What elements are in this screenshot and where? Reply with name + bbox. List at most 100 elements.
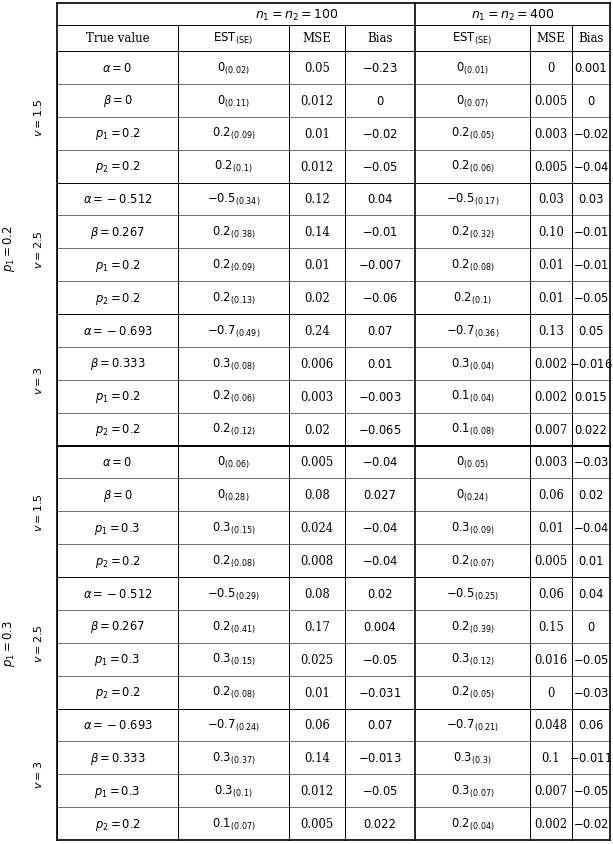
Text: 0.03: 0.03 xyxy=(578,193,604,206)
Text: $0.2_{(0.05)}$: $0.2_{(0.05)}$ xyxy=(451,684,495,701)
Text: $0.2_{(0.32)}$: $0.2_{(0.32)}$ xyxy=(451,225,495,241)
Text: $p_1 = 0.2$: $p_1 = 0.2$ xyxy=(95,257,140,273)
Text: $-0.05$: $-0.05$ xyxy=(362,160,398,173)
Text: 0.06: 0.06 xyxy=(538,587,564,600)
Text: $p_1 = 0.2$: $p_1 = 0.2$ xyxy=(95,126,140,142)
Text: $0.2_{(0.41)}$: $0.2_{(0.41)}$ xyxy=(211,619,256,635)
Text: 0.14: 0.14 xyxy=(304,226,330,239)
Text: $-0.016$: $-0.016$ xyxy=(569,357,613,371)
Text: 0.007: 0.007 xyxy=(535,423,568,436)
Text: $-0.5_{(0.17)}$: $-0.5_{(0.17)}$ xyxy=(446,192,499,208)
Text: $-0.5_{(0.25)}$: $-0.5_{(0.25)}$ xyxy=(446,586,499,602)
Text: $-0.04$: $-0.04$ xyxy=(362,555,398,567)
Text: $-0.05$: $-0.05$ xyxy=(573,653,609,666)
Text: 0.002: 0.002 xyxy=(535,390,568,403)
Text: 0.12: 0.12 xyxy=(304,193,330,206)
Text: $-0.04$: $-0.04$ xyxy=(362,522,398,534)
Text: $v = 2.5$: $v = 2.5$ xyxy=(31,624,44,663)
Text: $\alpha = -0.693$: $\alpha = -0.693$ xyxy=(83,718,153,732)
Text: 0.001: 0.001 xyxy=(575,62,607,75)
Text: 0.1: 0.1 xyxy=(542,751,560,765)
Text: $v = 2.5$: $v = 2.5$ xyxy=(31,230,44,268)
Text: 0.02: 0.02 xyxy=(367,587,393,600)
Text: EST$_{\mathrm{(SE)}}$: EST$_{\mathrm{(SE)}}$ xyxy=(452,30,493,47)
Text: $\beta = 0.333$: $\beta = 0.333$ xyxy=(89,750,145,766)
Text: $0.2_{(0.12)}$: $0.2_{(0.12)}$ xyxy=(211,421,256,438)
Text: MSE: MSE xyxy=(303,32,332,46)
Text: $p_2 = 0.2$: $p_2 = 0.2$ xyxy=(95,421,140,437)
Text: 0.24: 0.24 xyxy=(304,325,330,338)
Text: $-0.01$: $-0.01$ xyxy=(573,259,609,272)
Text: $-0.7_{(0.36)}$: $-0.7_{(0.36)}$ xyxy=(446,323,499,339)
Text: $-0.007$: $-0.007$ xyxy=(358,259,402,272)
Text: $\alpha = -0.512$: $\alpha = -0.512$ xyxy=(83,193,153,206)
Text: $0_{(0.07)}$: $0_{(0.07)}$ xyxy=(456,93,489,110)
Text: 0.02: 0.02 xyxy=(304,292,330,305)
Text: $-0.02$: $-0.02$ xyxy=(362,127,398,140)
Text: 0.003: 0.003 xyxy=(535,456,568,469)
Text: $p_2 = 0.2$: $p_2 = 0.2$ xyxy=(95,553,140,569)
Text: 0.016: 0.016 xyxy=(535,653,568,666)
Text: $-0.04$: $-0.04$ xyxy=(573,522,609,534)
Text: 0.01: 0.01 xyxy=(367,357,393,371)
Text: $p_2 = 0.2$: $p_2 = 0.2$ xyxy=(95,684,140,701)
Text: $0.3_{(0.15)}$: $0.3_{(0.15)}$ xyxy=(211,520,256,536)
Text: $-0.04$: $-0.04$ xyxy=(362,456,398,469)
Text: $p_1 = 0.3$: $p_1 = 0.3$ xyxy=(1,619,17,667)
Text: $-0.04$: $-0.04$ xyxy=(573,160,609,173)
Text: $0.3_{(0.37)}$: $0.3_{(0.37)}$ xyxy=(211,749,256,766)
Text: $0.3_{(0.09)}$: $0.3_{(0.09)}$ xyxy=(451,520,495,536)
Text: $0.3_{(0.1)}$: $0.3_{(0.1)}$ xyxy=(214,782,253,799)
Text: 0.012: 0.012 xyxy=(300,95,333,108)
Text: 0.08: 0.08 xyxy=(304,587,330,600)
Text: MSE: MSE xyxy=(536,32,565,46)
Text: 0: 0 xyxy=(376,95,384,108)
Text: $-0.7_{(0.49)}$: $-0.7_{(0.49)}$ xyxy=(207,323,261,339)
Text: $-0.02$: $-0.02$ xyxy=(573,817,609,830)
Text: $-0.23$: $-0.23$ xyxy=(362,62,398,75)
Text: $p_1 = 0.2$: $p_1 = 0.2$ xyxy=(95,389,140,405)
Text: $0_{(0.06)}$: $0_{(0.06)}$ xyxy=(217,454,250,471)
Text: $0_{(0.05)}$: $0_{(0.05)}$ xyxy=(456,454,489,471)
Text: 0.02: 0.02 xyxy=(304,423,330,436)
Text: $0.2_{(0.1)}$: $0.2_{(0.1)}$ xyxy=(214,159,253,175)
Text: 0.06: 0.06 xyxy=(578,718,604,732)
Text: Bias: Bias xyxy=(367,32,393,46)
Text: $0.2_{(0.1)}$: $0.2_{(0.1)}$ xyxy=(453,290,492,306)
Text: $p_2 = 0.2$: $p_2 = 0.2$ xyxy=(95,159,140,175)
Text: 0.07: 0.07 xyxy=(367,718,393,732)
Text: 0.07: 0.07 xyxy=(367,325,393,338)
Text: $p_2 = 0.2$: $p_2 = 0.2$ xyxy=(95,290,140,306)
Text: Bias: Bias xyxy=(578,32,604,46)
Text: 0.006: 0.006 xyxy=(300,357,333,371)
Text: $v = 1.5$: $v = 1.5$ xyxy=(31,492,44,531)
Text: $v = 3$: $v = 3$ xyxy=(31,760,44,788)
Text: 0.002: 0.002 xyxy=(535,817,568,830)
Text: $0.2_{(0.09)}$: $0.2_{(0.09)}$ xyxy=(211,257,256,273)
Text: $p_2 = 0.2$: $p_2 = 0.2$ xyxy=(95,815,140,831)
Text: $0.2_{(0.08)}$: $0.2_{(0.08)}$ xyxy=(451,257,495,273)
Text: $0.3_{(0.12)}$: $0.3_{(0.12)}$ xyxy=(451,652,495,668)
Text: $-0.01$: $-0.01$ xyxy=(573,226,609,239)
Text: 0.012: 0.012 xyxy=(300,784,333,798)
Text: $v = 1.5$: $v = 1.5$ xyxy=(31,98,44,137)
Text: $0.1_{(0.04)}$: $0.1_{(0.04)}$ xyxy=(451,388,495,405)
Text: $p_1 = 0.3$: $p_1 = 0.3$ xyxy=(94,520,140,536)
Text: 0.01: 0.01 xyxy=(538,259,564,272)
Text: $0.2_{(0.04)}$: $0.2_{(0.04)}$ xyxy=(451,815,495,832)
Text: $-0.011$: $-0.011$ xyxy=(569,751,613,765)
Text: $\beta = 0.333$: $\beta = 0.333$ xyxy=(89,356,145,372)
Text: 0.022: 0.022 xyxy=(574,423,607,436)
Text: $-0.06$: $-0.06$ xyxy=(362,292,398,305)
Text: 0.10: 0.10 xyxy=(538,226,564,239)
Text: $0.1_{(0.07)}$: $0.1_{(0.07)}$ xyxy=(211,815,256,832)
Text: $\alpha = -0.512$: $\alpha = -0.512$ xyxy=(83,587,153,600)
Text: $-0.05$: $-0.05$ xyxy=(573,292,609,305)
Text: EST$_{\mathrm{(SE)}}$: EST$_{\mathrm{(SE)}}$ xyxy=(213,30,254,47)
Text: 0.002: 0.002 xyxy=(535,357,568,371)
Text: $0.3_{(0.08)}$: $0.3_{(0.08)}$ xyxy=(211,355,256,372)
Text: 0.03: 0.03 xyxy=(538,193,564,206)
Text: 0.024: 0.024 xyxy=(300,522,333,534)
Text: $-0.7_{(0.24)}$: $-0.7_{(0.24)}$ xyxy=(207,717,260,733)
Text: $0_{(0.02)}$: $0_{(0.02)}$ xyxy=(217,60,250,77)
